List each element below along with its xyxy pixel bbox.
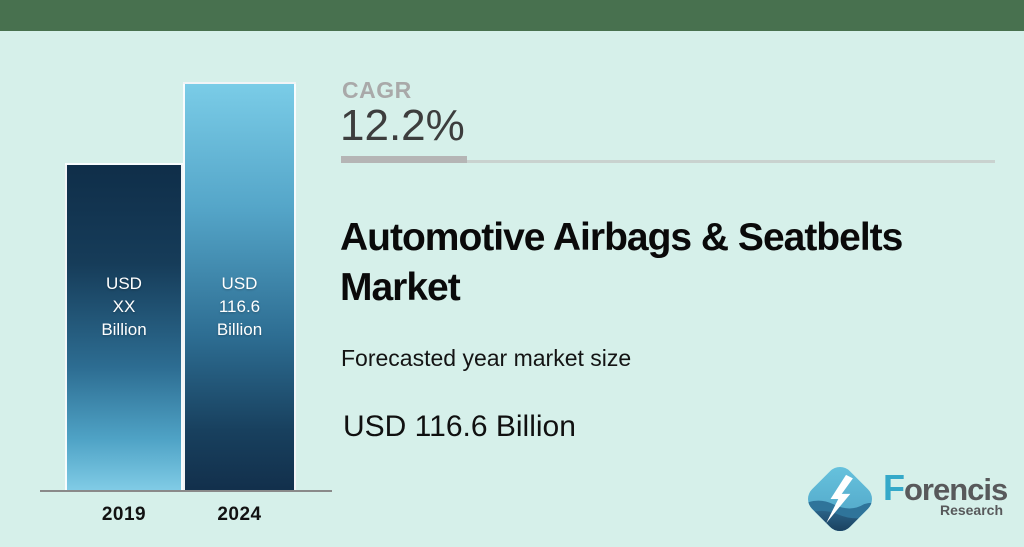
bar-2019-line3: Billion (101, 320, 147, 339)
subtitle: Forecasted year market size (341, 345, 632, 371)
bar-2024-value-label: USD 116.6 Billion (183, 272, 296, 341)
divider-accent-segment (341, 156, 467, 163)
bar-2019-line2: XX (112, 297, 136, 316)
x-axis-line (40, 490, 332, 492)
x-tick-2024: 2024 (217, 504, 262, 525)
bar-2019 (65, 163, 183, 492)
bar-2024-line3: Billion (216, 320, 263, 339)
bar-2019-line1: USD (106, 274, 142, 293)
bar-2024-line1: USD (221, 274, 258, 293)
page-title: Automotive Airbags & Seatbelts Market (340, 216, 903, 309)
logo-rest: orencis (904, 472, 1008, 507)
logo-diamond-icon (802, 461, 878, 537)
bar-2019-value-label: USD XX Billion (65, 272, 183, 341)
logo-wordmark: Forencis (883, 470, 1008, 506)
bar-2024 (183, 82, 296, 492)
cagr-label: CAGR (342, 77, 412, 103)
logo-subtext: Research (939, 502, 1003, 518)
divider-line (341, 160, 995, 163)
bar-2024-line2: 116.6 (218, 297, 261, 316)
cagr-value: 12.2% (340, 101, 465, 150)
forencis-research-logo: Forencis Research (797, 456, 1008, 542)
market-size-value: USD 116.6 Billion (343, 410, 576, 443)
top-accent-bar (0, 0, 1024, 31)
x-tick-2019: 2019 (101, 504, 147, 525)
logo-letter-f: F (883, 467, 905, 508)
